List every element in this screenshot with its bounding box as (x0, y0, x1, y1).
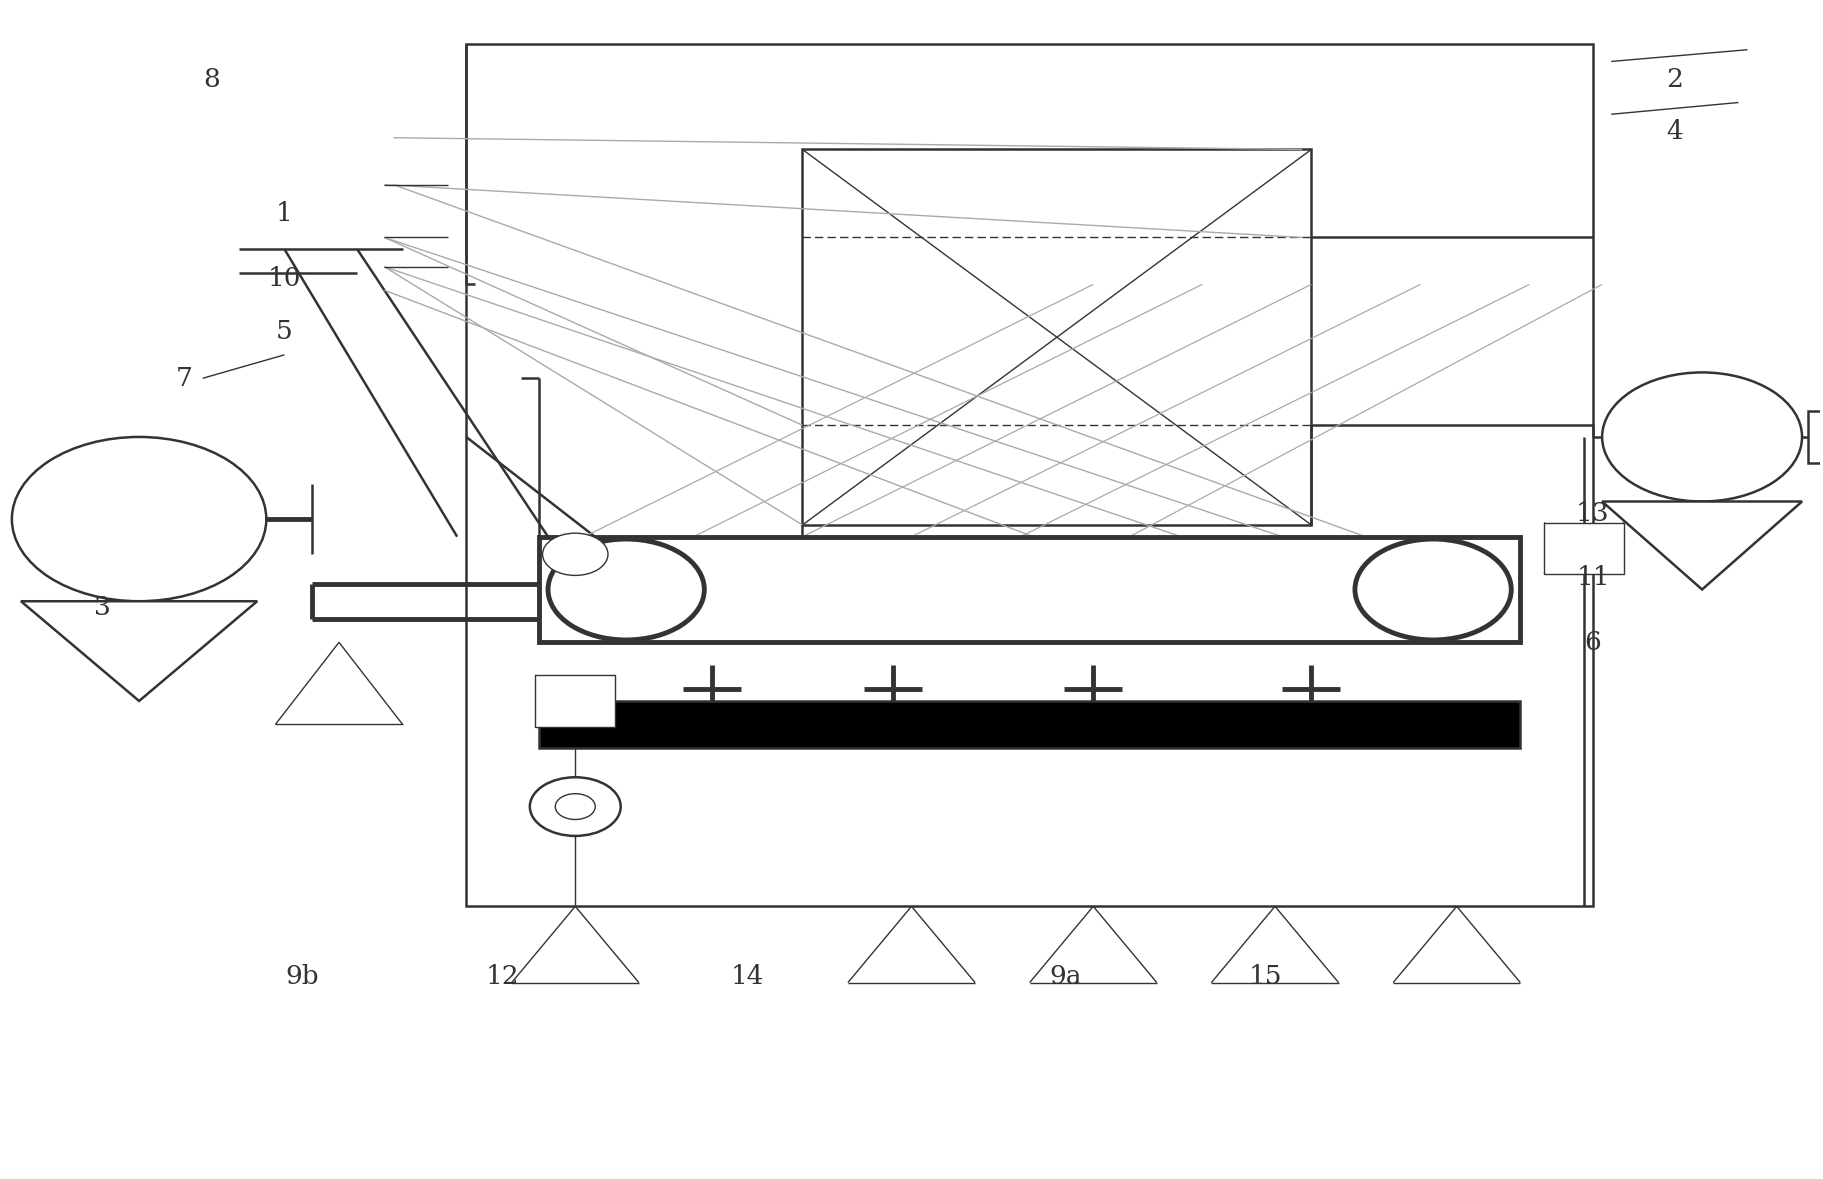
Polygon shape (1602, 501, 1803, 590)
Circle shape (549, 539, 704, 640)
Text: 7: 7 (177, 365, 193, 390)
Text: 6: 6 (1584, 630, 1601, 654)
Bar (540, 702, 1520, 747)
Circle shape (13, 437, 266, 601)
Bar (540, 536, 1520, 643)
Bar (802, 150, 1311, 525)
Text: 4: 4 (1666, 119, 1683, 144)
Circle shape (543, 533, 609, 575)
Text: 1: 1 (275, 202, 294, 226)
Bar (1807, 411, 1823, 463)
Text: 10: 10 (268, 266, 301, 291)
Text: 2: 2 (1666, 66, 1683, 92)
Bar (1544, 522, 1624, 574)
Polygon shape (20, 601, 257, 702)
Text: 12: 12 (485, 964, 520, 989)
Circle shape (1602, 373, 1803, 501)
Bar (536, 676, 614, 726)
Circle shape (556, 793, 596, 819)
Text: 13: 13 (1577, 501, 1610, 526)
Text: 9b: 9b (286, 964, 319, 989)
Text: 11: 11 (1577, 565, 1610, 591)
Text: 14: 14 (731, 964, 764, 989)
Text: 5: 5 (275, 318, 294, 344)
Text: 15: 15 (1249, 964, 1283, 989)
Bar (467, 44, 1593, 907)
Text: 9a: 9a (1050, 964, 1083, 989)
Circle shape (530, 777, 620, 836)
Text: 3: 3 (95, 594, 111, 620)
Circle shape (1354, 539, 1511, 640)
Text: 8: 8 (204, 66, 221, 92)
